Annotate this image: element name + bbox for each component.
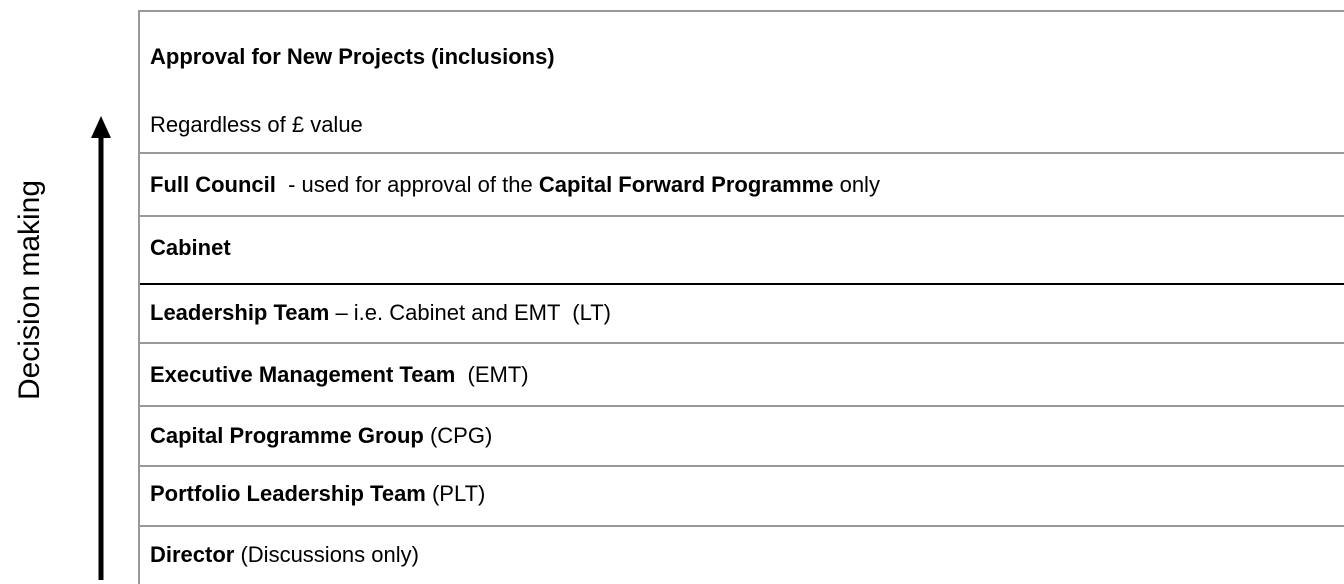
table-frame	[138, 10, 1344, 584]
text: (EMT)	[455, 362, 529, 387]
text: (PLT)	[425, 481, 486, 506]
row-divider	[140, 152, 1344, 154]
bold-text: Cabinet	[150, 235, 231, 260]
text: - used for approval of the	[275, 172, 539, 197]
row: Portfolio Leadership Team (PLT)	[150, 481, 485, 507]
arrow	[91, 116, 111, 580]
header-title: Approval for New Projects (inclusions)	[150, 44, 555, 69]
row: Full Council - used for approval of the …	[150, 172, 880, 198]
row: Director (Discussions only)	[150, 542, 419, 568]
row: Cabinet	[150, 235, 231, 261]
row: Executive Management Team (EMT)	[150, 362, 529, 388]
bold-text: Full Council	[150, 172, 276, 197]
bold-text: Executive Management Team	[150, 362, 456, 387]
row-divider	[140, 215, 1344, 217]
bold-text: Portfolio Leadership Team	[150, 481, 426, 506]
bold-text: Leadership Team	[150, 300, 330, 325]
row-divider	[140, 283, 1344, 285]
bold-text: Director	[150, 542, 235, 567]
header-subtitle: Regardless of £ value	[150, 112, 363, 137]
row: Leadership Team – i.e. Cabinet and EMT (…	[150, 300, 611, 326]
row: Capital Programme Group (CPG)	[150, 423, 492, 449]
row-divider	[140, 525, 1344, 527]
row-divider	[140, 342, 1344, 344]
row-divider	[140, 405, 1344, 407]
text: – i.e. Cabinet and EMT (LT)	[329, 300, 611, 325]
text: (CPG)	[423, 423, 493, 448]
bold-text: Capital Programme Group	[150, 423, 424, 448]
row-divider	[140, 465, 1344, 467]
bold-text: Capital Forward Programme	[538, 172, 834, 197]
text: only	[833, 172, 880, 197]
text: (Discussions only)	[234, 542, 419, 567]
